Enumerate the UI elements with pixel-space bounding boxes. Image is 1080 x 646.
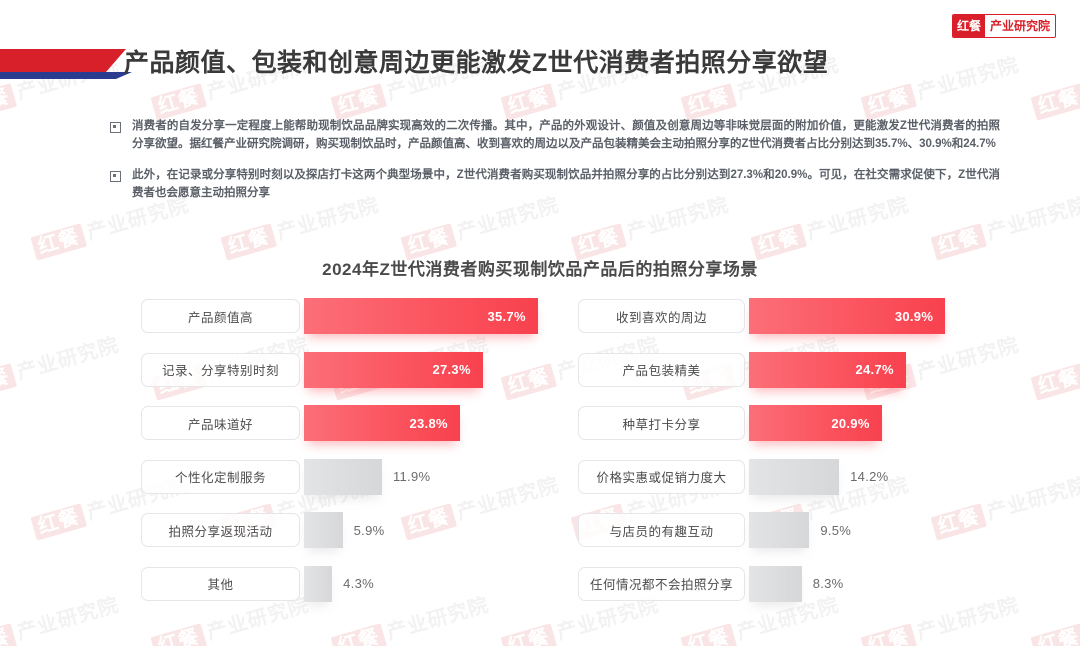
bar-chart: 产品颜值高 35.7% 记录、分享特别时刻 27.3% 产品味道好 23.8% 个性化定制服… bbox=[0, 293, 1080, 633]
chart-row: 价格实惠或促销力度大 14.2% bbox=[578, 454, 1048, 508]
chart-row: 拍照分享返现活动 5.9% bbox=[141, 507, 611, 561]
chart-row: 任何情况都不会拍照分享 8.3% bbox=[578, 561, 1048, 615]
category-label-box: 产品颜值高 bbox=[141, 299, 300, 333]
paragraph-text: 此外，在记录或分享特别时刻以及探店打卡这两个典型场景中，Z世代消费者购买现制饮品… bbox=[132, 169, 1000, 199]
page-header: 红餐 产业研究院 产品颜值、包装和创意周边更能激发Z世代消费者拍照分享欲望 bbox=[0, 0, 1080, 100]
paragraph-item: 此外，在记录或分享特别时刻以及探店打卡这两个典型场景中，Z世代消费者购买现制饮品… bbox=[110, 167, 1000, 202]
bar-value-label: 23.8% bbox=[409, 415, 448, 431]
bar-value-label: 35.7% bbox=[487, 308, 526, 324]
chart-row: 产品味道好 23.8% bbox=[141, 400, 611, 454]
category-label-box: 产品味道好 bbox=[141, 406, 300, 440]
category-label: 与店员的有趣互动 bbox=[609, 524, 714, 539]
paragraph-item: 消费者的自发分享一定程度上能帮助现制饮品品牌实现高效的二次传播。其中，产品的外观… bbox=[110, 118, 1000, 153]
chart-row: 种草打卡分享 20.9% bbox=[578, 400, 1048, 454]
category-label-box: 个性化定制服务 bbox=[141, 459, 300, 494]
category-label-box: 任何情况都不会拍照分享 bbox=[578, 566, 745, 601]
chart-row: 其他 4.3% bbox=[141, 561, 611, 615]
category-label-box: 与店员的有趣互动 bbox=[578, 513, 745, 547]
category-label-box: 种草打卡分享 bbox=[578, 406, 745, 440]
chart-title: 2024年Z世代消费者购买现制饮品产品后的拍照分享场景 bbox=[322, 260, 758, 279]
chart-column-left: 产品颜值高 35.7% 记录、分享特别时刻 27.3% 产品味道好 23.8% 个性化定制服… bbox=[141, 293, 611, 614]
bar: 27.3% bbox=[304, 351, 483, 388]
bar: 24.7% bbox=[749, 351, 906, 388]
category-label-box: 拍照分享返现活动 bbox=[141, 513, 300, 547]
bar bbox=[304, 565, 333, 602]
bar bbox=[749, 512, 810, 548]
paragraph-text: 消费者的自发分享一定程度上能帮助现制饮品品牌实现高效的二次传播。其中，产品的外观… bbox=[132, 120, 1000, 150]
bar-value-label: 4.3% bbox=[343, 576, 374, 591]
category-label: 产品包装精美 bbox=[622, 364, 701, 378]
bar bbox=[749, 565, 802, 602]
chart-row: 产品颜值高 35.7% bbox=[141, 293, 611, 347]
bar: 23.8% bbox=[304, 405, 460, 441]
brand-logo-text: 产业研究院 bbox=[989, 19, 1050, 33]
page-title: 产品颜值、包装和创意周边更能激发Z世代消费者拍照分享欲望 bbox=[124, 49, 829, 77]
square-bullet-icon bbox=[110, 171, 121, 182]
chart-column-right: 收到喜欢的周边 30.9% 产品包装精美 24.7% 种草打卡分享 20.9% 价格实惠或促… bbox=[578, 293, 1048, 614]
category-label: 产品颜值高 bbox=[187, 310, 253, 325]
square-bullet-icon bbox=[110, 122, 121, 133]
category-label-box: 收到喜欢的周边 bbox=[578, 299, 745, 333]
category-label-box: 产品包装精美 bbox=[578, 352, 745, 387]
category-label: 产品味道好 bbox=[187, 417, 253, 432]
brand-logo-mark: 红餐 bbox=[952, 15, 985, 37]
bar: 30.9% bbox=[749, 298, 946, 334]
summary-paragraphs: 消费者的自发分享一定程度上能帮助现制饮品品牌实现高效的二次传播。其中，产品的外观… bbox=[110, 118, 1000, 216]
chart-row: 与店员的有趣互动 9.5% bbox=[578, 507, 1048, 561]
category-label-box: 记录、分享特别时刻 bbox=[141, 352, 300, 387]
chart-row: 收到喜欢的周边 30.9% bbox=[578, 293, 1048, 347]
chart-row: 产品包装精美 24.7% bbox=[578, 347, 1048, 401]
bar-value-label: 11.9% bbox=[392, 469, 431, 484]
category-label: 收到喜欢的周边 bbox=[615, 310, 707, 325]
bar-value-label: 30.9% bbox=[894, 308, 934, 324]
bar-value-label: 5.9% bbox=[353, 522, 385, 538]
bar-value-label: 9.5% bbox=[820, 522, 852, 538]
category-label: 记录、分享特别时刻 bbox=[161, 364, 279, 378]
header-accent-shape bbox=[0, 49, 132, 79]
category-label-box: 价格实惠或促销力度大 bbox=[578, 459, 745, 494]
bar: 20.9% bbox=[749, 405, 882, 441]
category-label: 个性化定制服务 bbox=[174, 471, 266, 485]
category-label: 拍照分享返现活动 bbox=[168, 524, 273, 539]
bar bbox=[304, 458, 382, 495]
bar-value-label: 27.3% bbox=[432, 362, 471, 377]
category-label: 价格实惠或促销力度大 bbox=[596, 471, 727, 485]
category-label-box: 其他 bbox=[141, 566, 300, 601]
bar-value-label: 24.7% bbox=[855, 362, 894, 377]
bar-value-label: 14.2% bbox=[850, 469, 889, 484]
bar-value-label: 8.3% bbox=[812, 576, 844, 591]
chart-row: 个性化定制服务 11.9% bbox=[141, 454, 611, 508]
category-label: 其他 bbox=[207, 578, 234, 592]
brand-logo: 红餐 产业研究院 bbox=[951, 14, 1056, 38]
bar-value-label: 20.9% bbox=[831, 415, 870, 431]
category-label: 任何情况都不会拍照分享 bbox=[589, 578, 733, 592]
chart-row: 记录、分享特别时刻 27.3% bbox=[141, 347, 611, 401]
bar bbox=[304, 512, 343, 548]
bar: 35.7% bbox=[304, 298, 538, 334]
bar bbox=[749, 458, 840, 495]
category-label: 种草打卡分享 bbox=[622, 417, 701, 432]
